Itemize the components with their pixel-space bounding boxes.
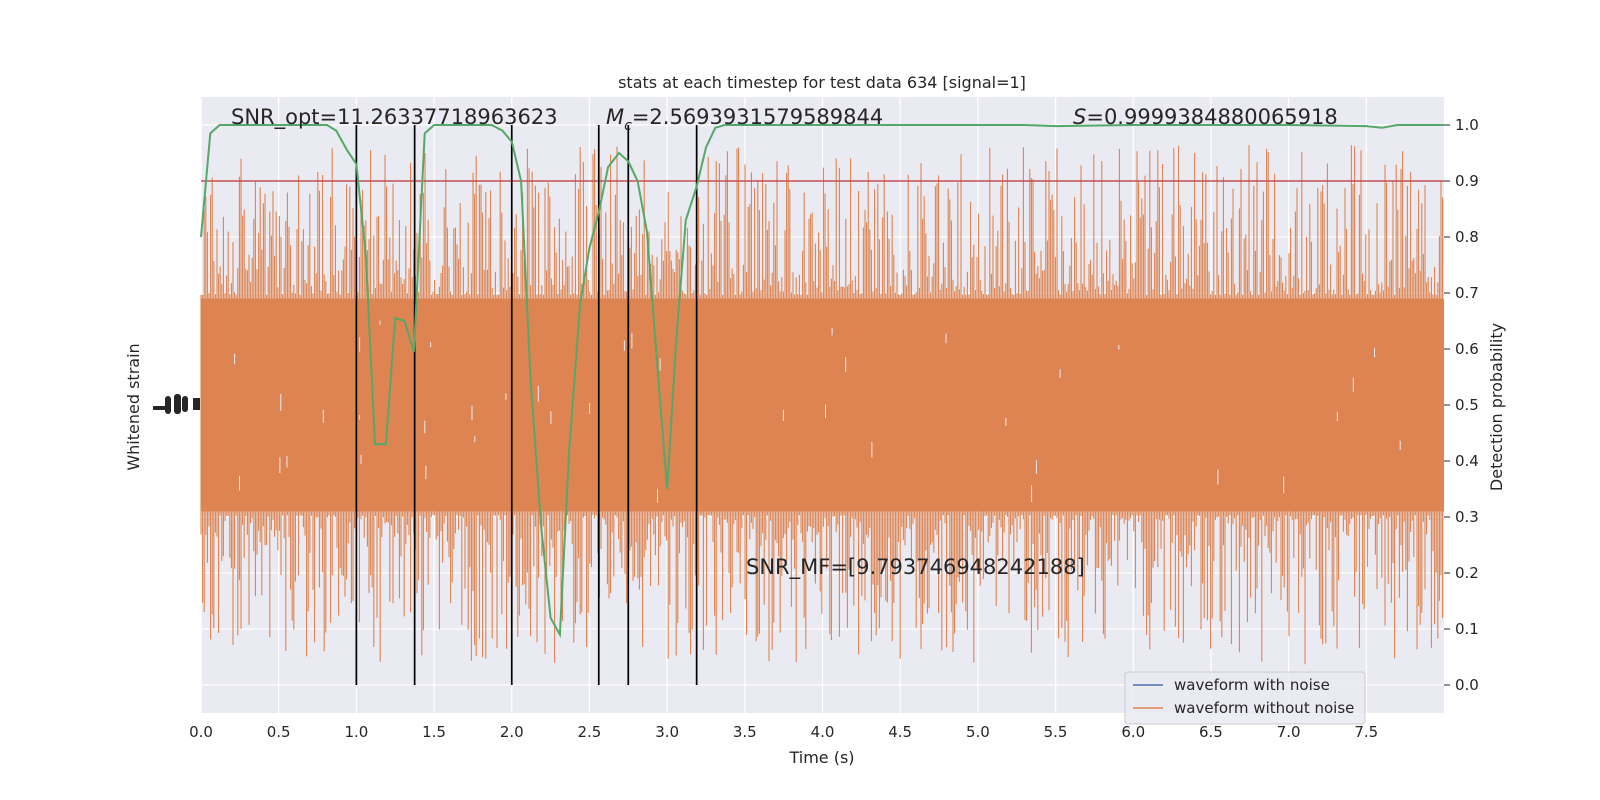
x-tick-labels: 0.0 0.5 1.0 1.5 2.0 2.5 3.0 3.5 4.0 4.5 5.0 5.5 6.0 6…	[189, 723, 1378, 741]
y-tick-label: 0.1	[1455, 620, 1479, 638]
y-tick-label: 0.4	[1455, 452, 1479, 470]
x-tick-label: 5.5	[1044, 723, 1068, 741]
left-axis-tick-clutter	[153, 394, 200, 414]
y-tick-labels-right: 0.0 0.1 0.2 0.3 0.4 0.5 0.6 0.7 0.8 0.9 1.0	[1444, 116, 1479, 694]
y-tick-label: 0.6	[1455, 340, 1479, 358]
legend: waveform with noise waveform without noi…	[1124, 671, 1366, 725]
x-tick-label: 0.0	[189, 723, 213, 741]
x-tick-label: 5.0	[966, 723, 990, 741]
y-tick-label: 0.9	[1455, 172, 1479, 190]
x-axis-label: Time (s)	[788, 748, 854, 767]
x-tick-label: 6.5	[1199, 723, 1223, 741]
legend-box	[1124, 671, 1366, 725]
y-tick-label: 0.3	[1455, 508, 1479, 526]
s-annotation: S=0.9999384880065918	[1073, 105, 1338, 129]
snr-mf-annotation: SNR_MF=[9.793746948242188]	[746, 555, 1085, 580]
y-tick-label: 0.7	[1455, 284, 1479, 302]
x-tick-label: 2.0	[500, 723, 524, 741]
y-axis-label-right: Detection probability	[1487, 323, 1506, 491]
x-tick-label: 6.0	[1121, 723, 1145, 741]
y-tick-label: 0.0	[1455, 676, 1479, 694]
y-tick-label: 1.0	[1455, 116, 1479, 134]
y-axis-label-left: Whitened strain	[124, 343, 143, 470]
snr-opt-annotation: SNR_opt=11.26337718963623	[231, 105, 558, 130]
x-tick-label: 1.0	[344, 723, 368, 741]
y-tick-label: 0.8	[1455, 228, 1479, 246]
vertical-markers	[355, 125, 698, 685]
chart-title: stats at each timestep for test data 634…	[618, 73, 1026, 92]
x-tick-label: 4.5	[888, 723, 912, 741]
x-tick-label: 4.0	[811, 723, 835, 741]
chirp-mass-annotation: Mc=2.5693931579589844	[606, 105, 883, 134]
x-tick-label: 1.5	[422, 723, 446, 741]
y-tick-label: 0.2	[1455, 564, 1479, 582]
x-tick-label: 3.0	[655, 723, 679, 741]
x-tick-label: 7.0	[1277, 723, 1301, 741]
strain-dropouts	[234, 320, 1401, 503]
x-tick-label: 2.5	[578, 723, 602, 741]
legend-label-with-noise: waveform with noise	[1174, 676, 1330, 694]
x-tick-label: 3.5	[733, 723, 757, 741]
x-tick-label: 7.5	[1354, 723, 1378, 741]
strain-spikes	[200, 145, 1444, 665]
y-tick-label: 0.5	[1455, 396, 1479, 414]
detection-probability-line	[200, 124, 1444, 639]
x-tick-label: 0.5	[267, 723, 291, 741]
legend-label-without-noise: waveform without noise	[1174, 699, 1354, 717]
